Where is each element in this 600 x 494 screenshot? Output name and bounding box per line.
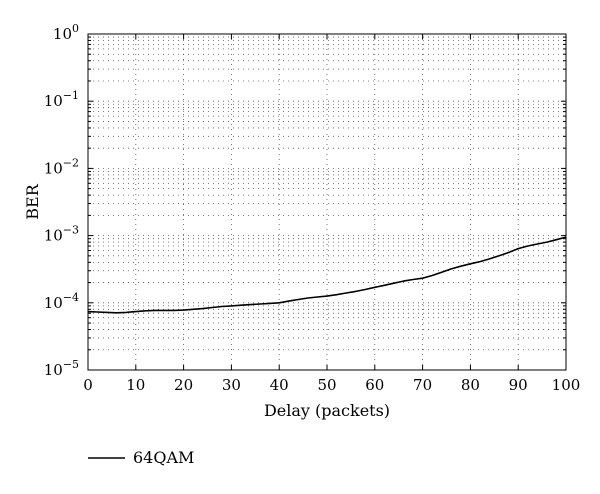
y-tick-label: 10−5 bbox=[44, 358, 79, 379]
ticks bbox=[87, 34, 567, 371]
y-axis-title: BER bbox=[23, 183, 42, 219]
x-tick-label: 90 bbox=[509, 376, 528, 394]
series-layer bbox=[87, 236, 567, 314]
legend: 64QAM bbox=[88, 448, 194, 467]
series-line-64qam bbox=[87, 236, 567, 314]
x-tick-label: 30 bbox=[222, 376, 241, 394]
x-tick-label: 10 bbox=[126, 376, 145, 394]
y-tick-label: 10−3 bbox=[44, 224, 79, 245]
tick-labels: 0 10 20 30 40 50 60 70 80 90 100 10−5 10−4 10−3 10−2 10… bbox=[44, 22, 581, 394]
x-tick-label: 40 bbox=[270, 376, 289, 394]
x-tick-label: 0 bbox=[83, 376, 93, 394]
legend-label-64qam: 64QAM bbox=[133, 448, 194, 467]
y-tick-label: 10−1 bbox=[44, 89, 79, 110]
x-tick-label: 50 bbox=[317, 376, 336, 394]
x-tick-label: 70 bbox=[413, 376, 432, 394]
y-tick-label: 100 bbox=[53, 22, 79, 43]
x-tick-label: 60 bbox=[365, 376, 384, 394]
x-tick-label: 80 bbox=[461, 376, 480, 394]
x-tick-label: 20 bbox=[174, 376, 193, 394]
grid bbox=[88, 34, 566, 370]
y-tick-label: 10−4 bbox=[44, 291, 79, 312]
y-tick-label: 10−2 bbox=[44, 156, 79, 177]
x-tick-label: 100 bbox=[552, 376, 581, 394]
x-axis-title: Delay (packets) bbox=[264, 401, 390, 420]
